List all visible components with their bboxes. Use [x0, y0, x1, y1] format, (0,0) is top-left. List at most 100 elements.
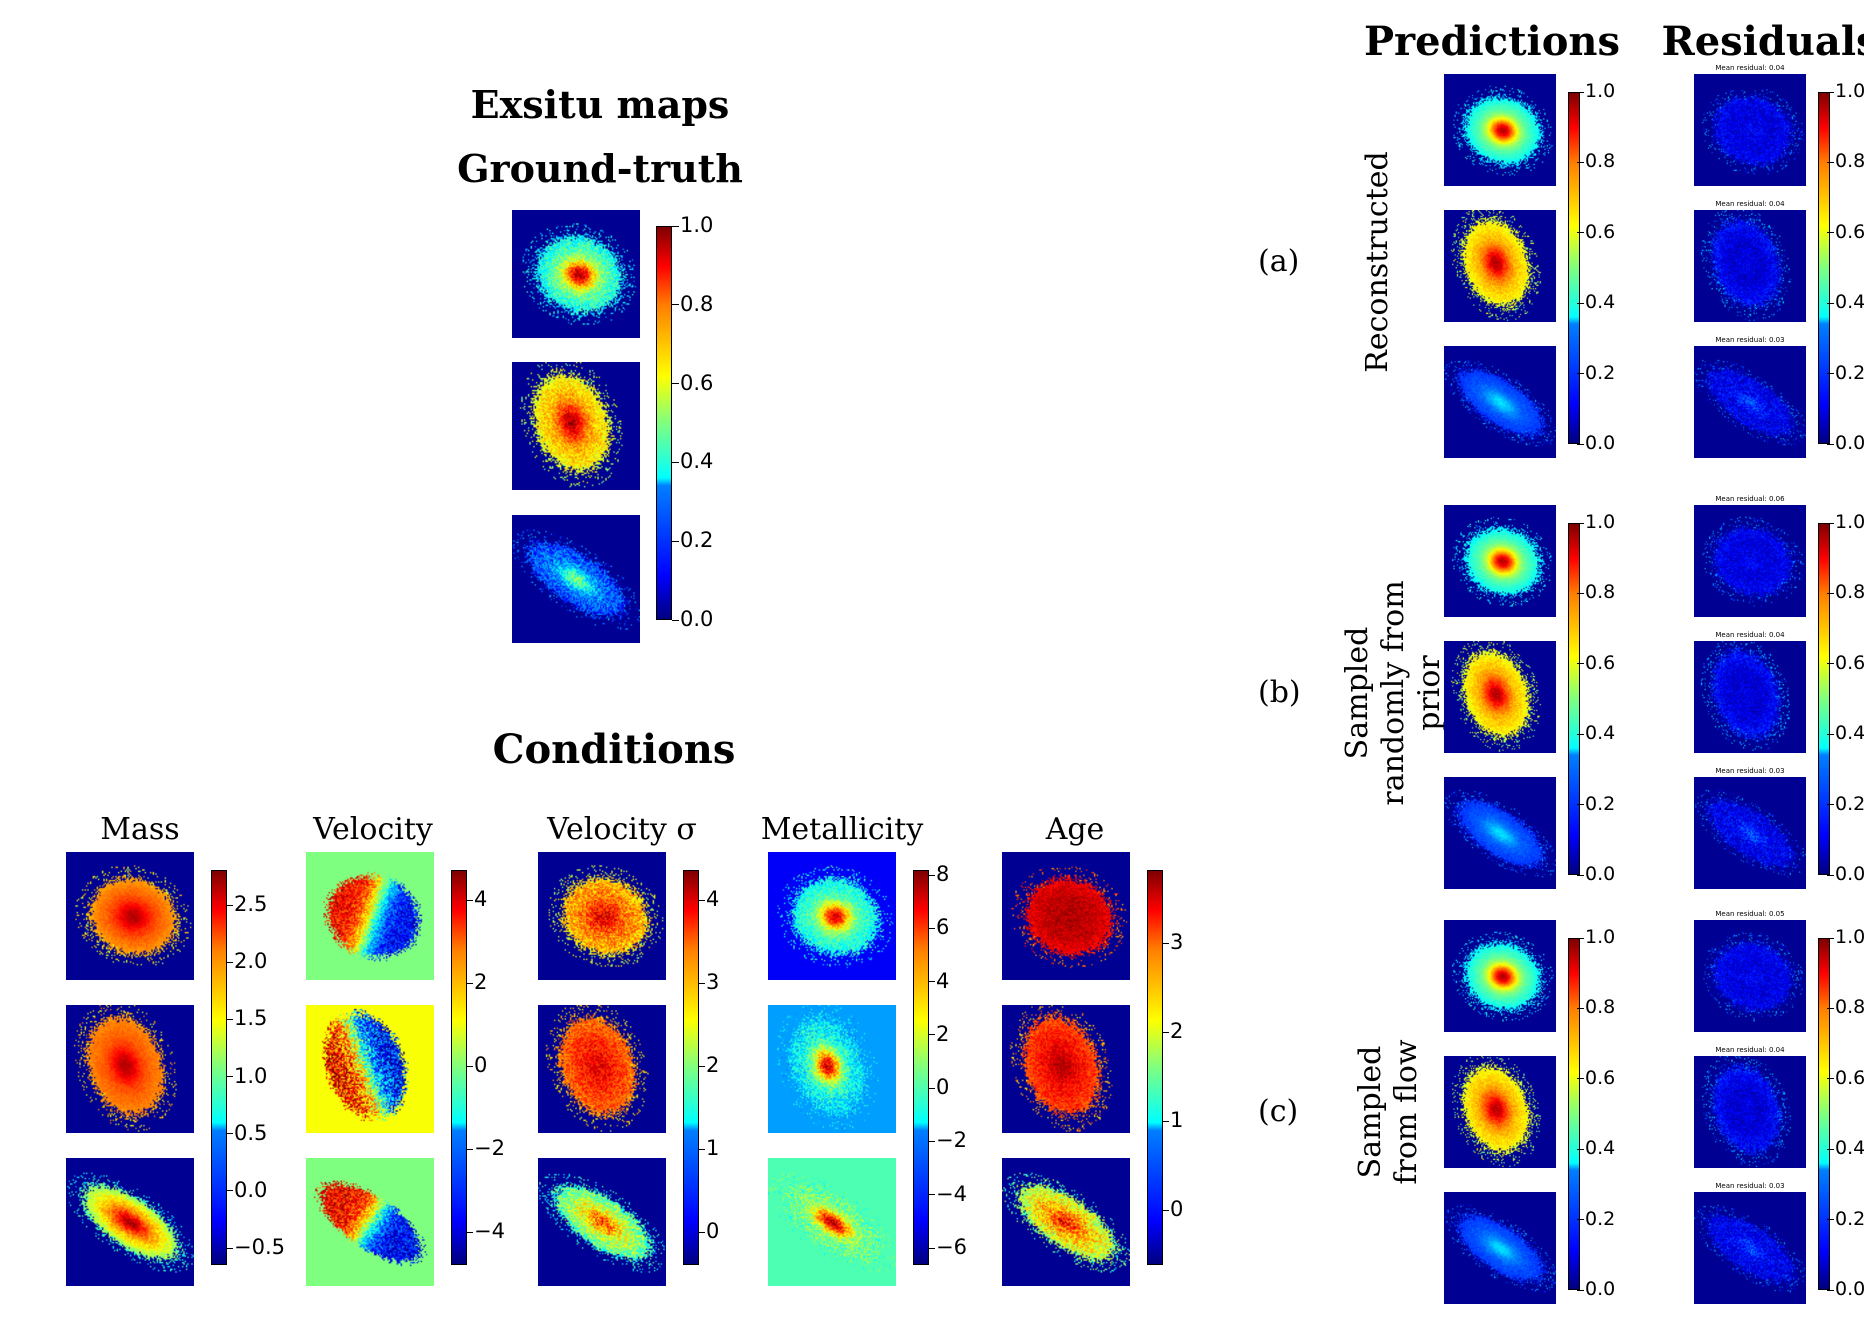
- condition-colorbar-tick: 2: [927, 1021, 950, 1046]
- row-label-line: Reconstructed: [1360, 151, 1395, 373]
- mean-residual-label: Mean residual: 0.03: [1715, 336, 1785, 344]
- prediction-map-1-2: [1444, 210, 1556, 322]
- condition-map-3-1: [538, 852, 666, 980]
- colorbar-tick: 0.0: [1576, 863, 1616, 885]
- row-label-line: randomly from: [1376, 580, 1411, 806]
- colorbar-tick: 1.0: [1826, 926, 1864, 948]
- prediction-map-2-3: [1444, 777, 1556, 889]
- colorbar-tick: 0.6: [1576, 1066, 1616, 1089]
- ground-truth-title: Ground-truth: [457, 146, 743, 191]
- colorbar-tick: 1.0: [1826, 80, 1864, 102]
- condition-map-5-3: [1002, 1158, 1130, 1286]
- prediction-map-1-1: [1444, 74, 1556, 186]
- colorbar-tick: 0.8: [1826, 581, 1864, 604]
- condition-map-2-1: [306, 852, 434, 980]
- colorbar-tick: 0.6: [1576, 651, 1616, 674]
- row-label-line: prior: [1412, 655, 1447, 731]
- colorbar-tick: 0.6: [1826, 220, 1864, 243]
- condition-colorbar-tick: 3: [697, 970, 720, 994]
- predictions-title: Predictions: [1363, 18, 1621, 65]
- condition-colorbar: [451, 870, 467, 1265]
- ground-truth-map-3: [512, 515, 640, 643]
- residual-map-3-3: [1694, 1192, 1806, 1304]
- residuals-title: Residuals: [1661, 18, 1864, 65]
- figure-title: Exsitu maps: [470, 82, 730, 127]
- condition-map-1-2: [66, 1005, 194, 1133]
- colorbar-tick: 0.4: [1576, 291, 1616, 314]
- condition-colorbar-tick: 0.0: [225, 1177, 268, 1202]
- condition-map-5-1: [1002, 852, 1130, 980]
- colorbar-tick: 0.6: [1826, 651, 1864, 674]
- residual-map-1-1: [1694, 74, 1806, 186]
- condition-map-1-3: [66, 1158, 194, 1286]
- condition-colorbar-tick: 2: [697, 1053, 720, 1077]
- condition-colorbar-tick: 1.5: [225, 1006, 268, 1031]
- condition-map-4-3: [768, 1158, 896, 1286]
- colorbar-tick: 0.8: [1576, 996, 1616, 1019]
- condition-colorbar-tick: −4: [928, 1181, 967, 1206]
- condition-colorbar-tick: 1.0: [225, 1063, 268, 1088]
- colorbar-tick: 0.2: [1576, 361, 1616, 384]
- ground-truth-colorbar: [656, 226, 672, 620]
- colorbar-tick: 0.2: [1576, 1207, 1616, 1230]
- row-label: Sampled randomly from prior: [1340, 580, 1448, 805]
- ground-truth-colorbar-tick: 0.8: [671, 291, 714, 316]
- prediction-map-1-3: [1444, 346, 1556, 458]
- ground-truth-colorbar-tick: 1.0: [671, 213, 714, 237]
- mean-residual-label: Mean residual: 0.04: [1715, 200, 1785, 208]
- row-tag: (c): [1258, 1094, 1299, 1129]
- residual-map-1-3: [1694, 346, 1806, 458]
- colorbar-tick: 0.4: [1826, 722, 1864, 745]
- colorbar-tick: 0.8: [1826, 996, 1864, 1019]
- condition-colorbar-tick: 2: [1161, 1019, 1184, 1043]
- colorbar-tick: 0.0: [1576, 1278, 1616, 1300]
- condition-colorbar-tick: −4: [466, 1219, 505, 1243]
- condition-colorbar: [683, 870, 699, 1265]
- condition-map-4-2: [768, 1005, 896, 1133]
- row-label-line: Sampled: [1353, 1045, 1388, 1179]
- condition-colorbar-tick: 0: [927, 1075, 950, 1100]
- colorbar-tick: 0.2: [1826, 361, 1864, 384]
- colorbar-tick: 0.0: [1826, 1278, 1864, 1300]
- prediction-map-2-1: [1444, 505, 1556, 617]
- colorbar-tick: 1.0: [1826, 511, 1864, 533]
- condition-colorbar-tick: 4: [697, 887, 720, 911]
- ground-truth-colorbar-tick: 0.4: [671, 449, 714, 474]
- prediction-map-2-2: [1444, 641, 1556, 753]
- residual-map-3-2: [1694, 1056, 1806, 1168]
- mean-residual-label: Mean residual: 0.03: [1715, 767, 1785, 775]
- condition-colorbar-tick: −2: [928, 1128, 967, 1153]
- colorbar-tick: 0.0: [1826, 432, 1864, 454]
- condition-colorbar-tick: 1: [697, 1136, 720, 1160]
- prediction-map-3-3: [1444, 1192, 1556, 1304]
- ground-truth-map-2: [512, 362, 640, 490]
- condition-colorbar-tick: 6: [927, 915, 950, 940]
- colorbar-tick: 1.0: [1576, 80, 1616, 102]
- colorbar-tick: 0.4: [1826, 1137, 1864, 1160]
- ground-truth-colorbar-tick: 0.2: [671, 528, 714, 553]
- colorbar-tick: 0.4: [1576, 722, 1616, 745]
- colorbar-tick: 1.0: [1576, 511, 1616, 533]
- condition-colorbar-tick: −2: [466, 1136, 505, 1160]
- condition-colorbar-tick: −6: [928, 1235, 967, 1259]
- row-tag: (a): [1258, 244, 1300, 279]
- row-label-line: Sampled: [1340, 626, 1375, 760]
- conditions-title: Conditions: [492, 726, 736, 773]
- condition-label-velocity-sigma: Velocity σ: [547, 812, 697, 847]
- condition-colorbar-tick: 1: [1161, 1108, 1184, 1132]
- row-tag: (b): [1258, 675, 1301, 710]
- prediction-colorbar: [1568, 523, 1580, 875]
- condition-colorbar: [1147, 870, 1163, 1265]
- ground-truth-colorbar-tick: 0.0: [671, 607, 714, 631]
- condition-colorbar-tick: 2.0: [225, 949, 268, 974]
- mean-residual-label: Mean residual: 0.04: [1715, 1046, 1785, 1054]
- residual-map-2-3: [1694, 777, 1806, 889]
- condition-label-mass: Mass: [100, 812, 180, 847]
- mean-residual-label: Mean residual: 0.03: [1715, 1182, 1785, 1190]
- condition-map-3-3: [538, 1158, 666, 1286]
- colorbar-tick: 0.2: [1576, 792, 1616, 815]
- condition-map-1-1: [66, 852, 194, 980]
- condition-colorbar-tick: 4: [927, 968, 950, 993]
- ground-truth-colorbar-tick: 0.6: [671, 370, 714, 395]
- ground-truth-map-1: [512, 210, 640, 338]
